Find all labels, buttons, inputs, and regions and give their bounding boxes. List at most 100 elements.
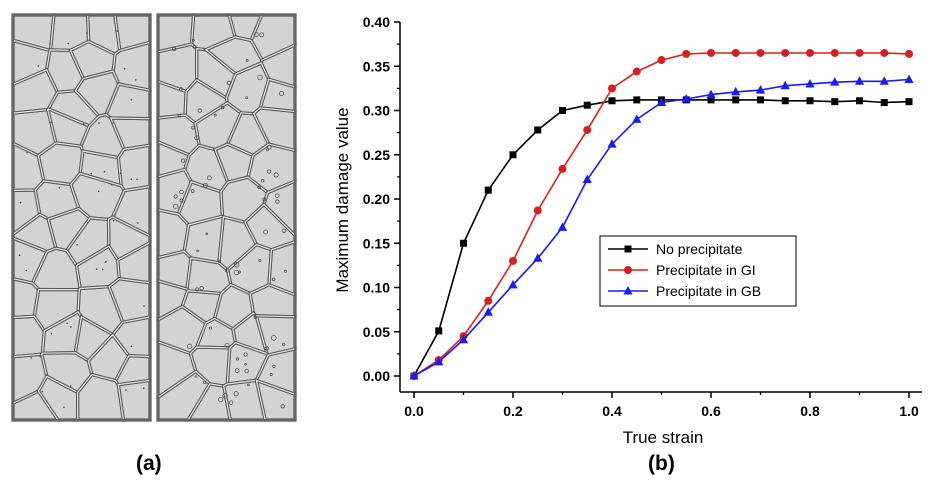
precipitate-particle [197,108,202,113]
precipitate-particle [244,368,249,374]
data-point [757,96,764,104]
mesh-dot [50,333,53,335]
x-tick-label: 0.4 [602,403,622,419]
data-point [484,186,492,194]
mesh-dot [95,268,98,271]
mesh-dot [136,178,138,180]
precipitate-particle [233,269,240,276]
precipitate-particle [264,346,269,351]
data-point [460,239,467,247]
mesh-dot [25,269,28,272]
precipitate-particle [234,368,240,373]
data-point [534,126,542,134]
x-tick-label: 0.2 [503,403,523,419]
mesh-dot [49,43,51,45]
data-point [780,80,790,90]
data-point [806,48,814,57]
data-point [458,334,469,344]
mesh-border [157,14,296,421]
y-tick-label: 0.30 [363,103,390,119]
mesh-dot [39,355,41,358]
precipitate-particle [282,342,286,346]
legend-marker [624,245,632,253]
precipitate-particle [191,38,195,42]
data-point [484,296,493,305]
precipitate-particle [271,277,276,282]
data-point [731,86,741,96]
precipitate-particle [234,262,240,268]
chart-legend: No precipitate Precipitate in GI Precipita… [599,235,797,307]
precipitate-particle [266,148,269,152]
precipitate-particle [172,46,177,52]
mesh-border [12,14,151,421]
precipitate-particle [245,96,249,100]
precipitate-particle [190,189,195,193]
precipitate-particle [191,125,195,130]
mesh-dot [143,305,145,307]
mesh-dot [101,268,104,271]
precipitate-particle [237,270,241,274]
mesh-dot [143,387,145,390]
mesh-dot [67,42,69,45]
precipitate-particle [273,172,279,178]
mesh-dot [58,186,61,189]
data-point [533,206,542,215]
mesh-dot [137,222,139,224]
mesh-dot [123,68,126,70]
data-point [559,107,566,114]
data-point [608,84,616,93]
precipitate-particle [262,197,267,202]
data-point [656,97,667,107]
data-point [830,77,840,86]
precipitate-particle [179,198,184,203]
series-triangle [409,74,914,380]
mesh-dot [130,99,132,101]
y-tick-label: 0.05 [363,324,390,340]
mesh-dot [119,172,122,175]
precipitate-particle [259,32,264,38]
precipitate-particle [284,269,287,273]
mesh-dot [125,389,127,391]
data-point [731,48,740,57]
panel-label-b: (b) [648,452,675,475]
data-point [608,97,616,105]
precipitate-particle [247,383,250,387]
mesh-dot [97,190,100,193]
mesh-dot [41,390,44,393]
precipitate-particle [257,74,263,81]
mesh-dot [86,32,88,34]
data-point [483,307,493,316]
precipitate-particle [228,400,234,405]
legend-label: No precipitate [656,241,743,257]
mesh-dot [112,220,115,222]
data-point [880,48,889,57]
data-point [509,256,517,265]
data-point [607,139,617,148]
data-point [509,151,517,159]
mesh-dot [98,122,100,124]
data-point [583,125,592,134]
precipitate-particle [181,158,186,163]
grain-mesh-no-precipitate [11,13,152,422]
precipitate-particle [187,343,193,349]
precipitate-particle [194,135,200,141]
data-point [854,76,865,85]
precipitate-particle [206,175,212,181]
data-point [508,279,518,289]
data-point [905,98,913,106]
y-axis-label: Maximum damage value [333,107,352,292]
mesh-dot [82,123,85,125]
mesh-dot [105,260,107,263]
legend-box [599,235,797,307]
data-point [434,356,444,366]
precipitate-particle [258,258,262,262]
data-point [781,97,789,105]
precipitate-particle [269,373,273,376]
data-point [682,49,691,58]
precipitate-particle [203,380,207,384]
mesh-dot [30,357,33,359]
precipitate-particle [261,179,265,183]
data-point [755,85,766,94]
